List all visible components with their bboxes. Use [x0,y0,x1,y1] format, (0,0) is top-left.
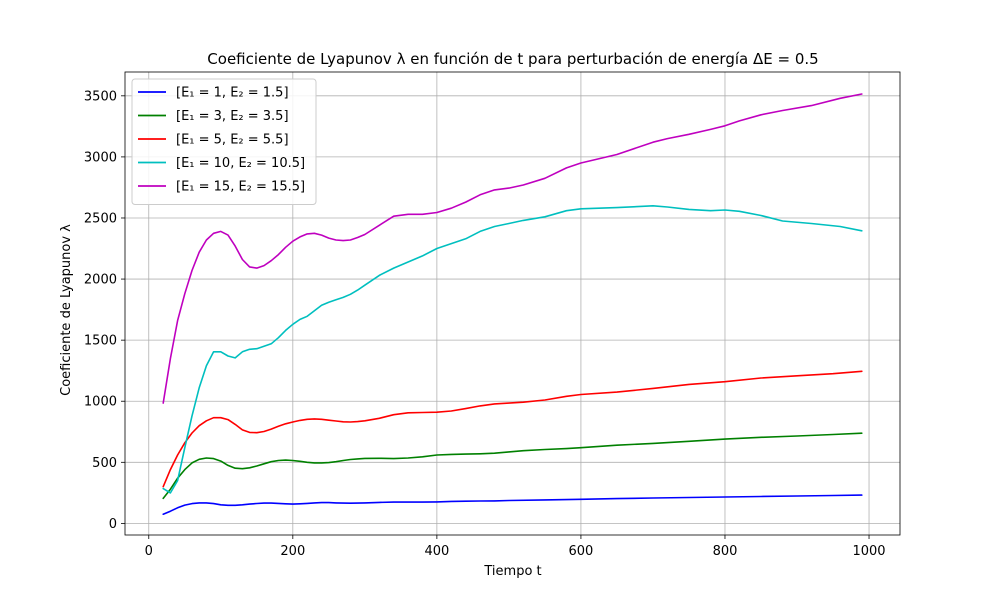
x-axis: 0 200 400 600 800 1000 [145,535,886,559]
y-tick-label: 3000 [84,150,117,165]
y-axis-label: Coeficiente de Lyapunov λ [59,224,74,396]
legend: [E₁ = 1, E₂ = 1.5] [E₁ = 3, E₂ = 3.5] [E₁ … [131,78,317,205]
series-line [162,494,863,516]
x-tick-label: 600 [569,544,594,559]
series-line [162,432,863,500]
plot-frame [124,71,901,536]
legend-entry: [E₁ = 10, E₂ = 10.5] [176,156,305,171]
series-layer [162,93,863,516]
x-tick-label: 800 [713,544,738,559]
grid [125,72,900,535]
y-tick-label: 500 [92,456,117,471]
legend-entry: [E₁ = 5, E₂ = 5.5] [176,133,289,148]
legend-entry: [E₁ = 1, E₂ = 1.5] [176,86,289,101]
chart-title: Coeficiente de Lyapunov λ en función de … [207,50,818,68]
x-tick-label: 200 [280,544,305,559]
x-axis-label: Tiempo t [483,564,541,579]
y-tick-label: 1500 [84,334,117,349]
legend-entry: [E₁ = 3, E₂ = 3.5] [176,109,289,124]
y-axis: 0 500 1000 1500 2000 2500 3000 3500 [84,89,125,532]
series-line [162,370,863,488]
y-tick-label: 2500 [84,211,117,226]
y-tick-label: 2000 [84,273,117,288]
y-tick-label: 3500 [84,89,117,104]
legend-entry: [E₁ = 15, E₂ = 15.5] [176,180,305,195]
y-tick-label: 0 [109,517,117,532]
x-tick-label: 1000 [852,544,885,559]
y-tick-label: 1000 [84,395,117,410]
legend-box [131,78,317,205]
x-tick-label: 400 [424,544,449,559]
series-line [162,205,863,494]
x-tick-label: 0 [145,544,153,559]
series-line [162,93,863,404]
